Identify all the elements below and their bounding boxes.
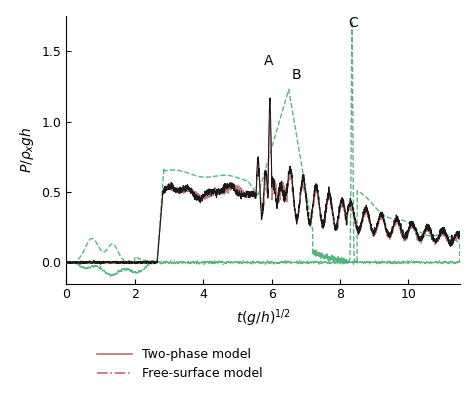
Legend: Two-phase model, Free-surface model: Two-phase model, Free-surface model: [92, 343, 268, 386]
X-axis label: $t(g/h)^{1/2}$: $t(g/h)^{1/2}$: [236, 307, 291, 328]
Text: A: A: [264, 54, 273, 68]
Text: C: C: [348, 16, 358, 30]
Y-axis label: $P/\rho_x gh$: $P/\rho_x gh$: [18, 126, 36, 173]
Text: B: B: [292, 68, 301, 82]
